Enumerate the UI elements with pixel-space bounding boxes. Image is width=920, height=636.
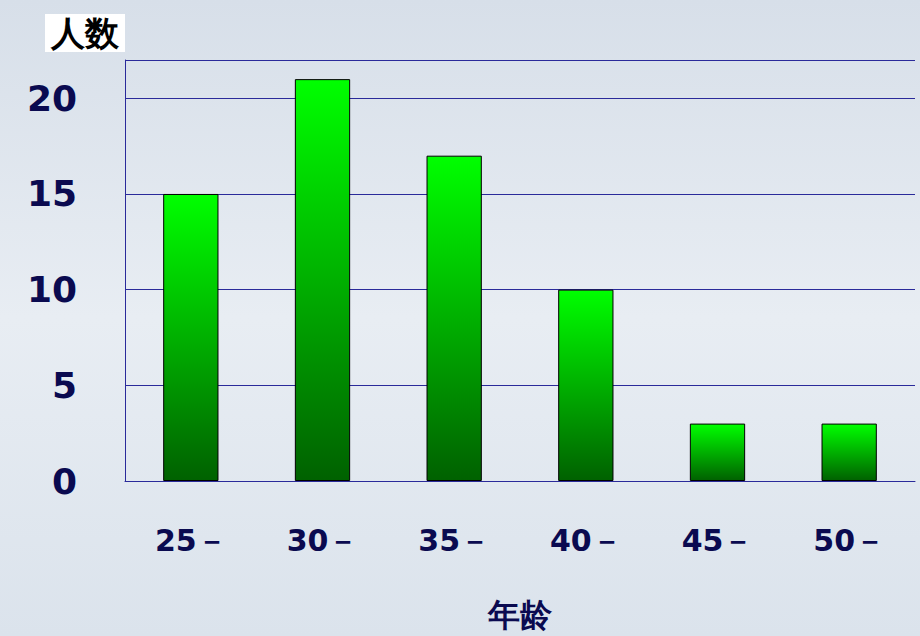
svg-text:20: 20 <box>27 78 77 119</box>
svg-text:年龄: 年龄 <box>487 596 553 634</box>
svg-text:40－: 40－ <box>550 523 622 558</box>
svg-text:15: 15 <box>27 173 77 214</box>
svg-text:10: 10 <box>27 269 77 310</box>
svg-text:5: 5 <box>52 365 77 406</box>
svg-text:0: 0 <box>52 461 77 502</box>
svg-text:50－: 50－ <box>813 523 885 558</box>
svg-text:30－: 30－ <box>287 523 359 558</box>
svg-text:25－: 25－ <box>155 523 227 558</box>
svg-text:人数: 人数 <box>50 13 120 53</box>
svg-text:45－: 45－ <box>682 523 754 558</box>
svg-text:35－: 35－ <box>418 523 490 558</box>
